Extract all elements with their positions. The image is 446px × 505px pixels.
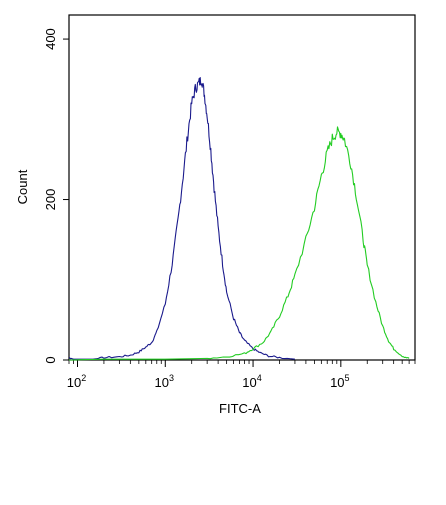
histogram-series-2 (68, 126, 410, 361)
x-tick-label: 104 (242, 373, 261, 390)
x-axis: 102 103 104 105 (67, 360, 416, 390)
histogram-series-1 (68, 76, 295, 360)
x-axis-label: FITC-A (219, 401, 261, 416)
series-layer (68, 76, 410, 361)
x-tick-label: 103 (155, 373, 174, 390)
y-axis: 0 200 400 (43, 28, 69, 364)
y-axis-label: Count (15, 169, 30, 204)
y-tick-label: 400 (43, 28, 58, 50)
x-tick-label: 102 (67, 373, 86, 390)
y-tick-label: 200 (43, 189, 58, 211)
plot-frame (68, 14, 416, 361)
x-tick-label: 105 (330, 373, 349, 390)
y-tick-label: 0 (43, 356, 58, 363)
